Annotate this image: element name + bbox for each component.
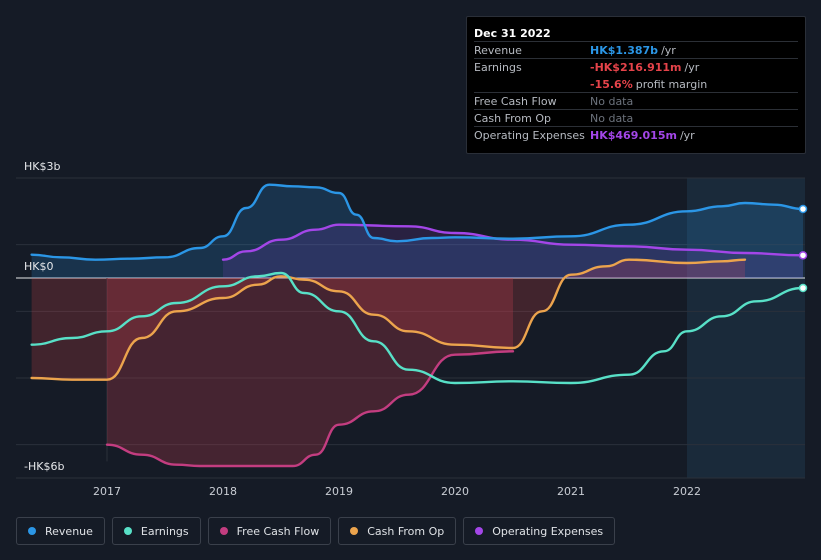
tooltip-label: Cash From Op	[474, 112, 552, 125]
chart-area	[16, 177, 808, 479]
operating-expenses-end-marker	[798, 251, 808, 260]
x-tick-label: 2021	[557, 485, 585, 498]
legend-label: Cash From Op	[367, 524, 445, 538]
tooltip-label: Earnings	[474, 61, 522, 74]
tooltip-value: No data	[590, 95, 634, 108]
tooltip-unit: /yr	[684, 61, 700, 74]
legend-revenue[interactable]: Revenue	[16, 517, 105, 545]
legend-dot-icon	[350, 527, 359, 535]
y-tick-label: HK$3b	[24, 160, 61, 173]
tooltip-label	[474, 76, 590, 92]
legend-label: Free Cash Flow	[236, 524, 320, 538]
tooltip-row-fcf: Free Cash Flow No data	[474, 93, 798, 110]
tooltip-value: HK$469.015m	[590, 129, 677, 142]
tooltip-unit: /yr	[679, 129, 695, 142]
revenue-area	[31, 184, 804, 278]
tooltip-row-margin: -15.6% profit margin	[474, 76, 798, 93]
tooltip-value: -HK$216.911m	[590, 61, 682, 74]
legend-dot-icon	[123, 527, 132, 535]
tooltip-value: HK$1.387b	[590, 44, 659, 57]
earnings-end-marker	[798, 283, 808, 293]
y-tick-label: HK$0	[24, 260, 54, 273]
tooltip-row-earnings: Earnings -HK$216.911m /yr	[474, 59, 798, 76]
revenue-line	[30, 183, 805, 261]
x-tick-label: 2020	[441, 485, 469, 498]
x-tick-label: 2022	[673, 485, 701, 498]
x-tick-label: 2018	[209, 485, 237, 498]
free-cash-flow-area	[107, 278, 513, 466]
legend-label: Operating Expenses	[492, 524, 604, 538]
legend-operating-expenses[interactable]: Operating Expenses	[463, 517, 616, 545]
legend-dot-icon	[475, 527, 484, 535]
tooltip-label: Revenue	[474, 44, 522, 57]
tooltip-date: Dec 31 2022	[474, 25, 798, 42]
operating-expenses-line	[221, 223, 805, 261]
tooltip-row-opex: Operating Expenses HK$469.015m /yr	[474, 127, 798, 144]
y-tick-label: -HK$6b	[24, 460, 65, 473]
tooltip-value: No data	[590, 112, 634, 125]
tooltip-unit: profit margin	[635, 78, 708, 91]
tooltip-row-revenue: Revenue HK$1.387b /yr	[474, 42, 798, 59]
legend-label: Revenue	[45, 524, 93, 538]
legend-free-cash-flow[interactable]: Free Cash Flow	[207, 517, 332, 545]
legend-dot-icon	[219, 527, 228, 535]
data-tooltip: Dec 31 2022 Revenue HK$1.387b /yr Earnin…	[466, 16, 806, 154]
tooltip-label: Free Cash Flow	[474, 95, 557, 108]
x-tick-label: 2017	[93, 485, 121, 498]
tooltip-row-cfo: Cash From Op No data	[474, 110, 798, 127]
earnings-line	[30, 271, 805, 385]
tooltip-unit: /yr	[661, 44, 676, 57]
chart-legend: Revenue Earnings Free Cash Flow Cash Fro…	[16, 517, 616, 545]
x-tick-label: 2019	[325, 485, 353, 498]
legend-cash-from-op[interactable]: Cash From Op	[338, 517, 457, 545]
cash-from-op-line	[30, 258, 747, 381]
tooltip-label: Operating Expenses	[474, 129, 585, 142]
legend-dot-icon	[28, 527, 36, 535]
tooltip-value: -15.6%	[590, 78, 633, 91]
legend-earnings[interactable]: Earnings	[111, 517, 201, 545]
revenue-end-marker	[798, 204, 808, 214]
free-cash-flow-line	[105, 350, 515, 468]
highlight-region	[687, 178, 805, 478]
legend-label: Earnings	[140, 524, 189, 538]
operating-expenses-area	[223, 224, 803, 278]
